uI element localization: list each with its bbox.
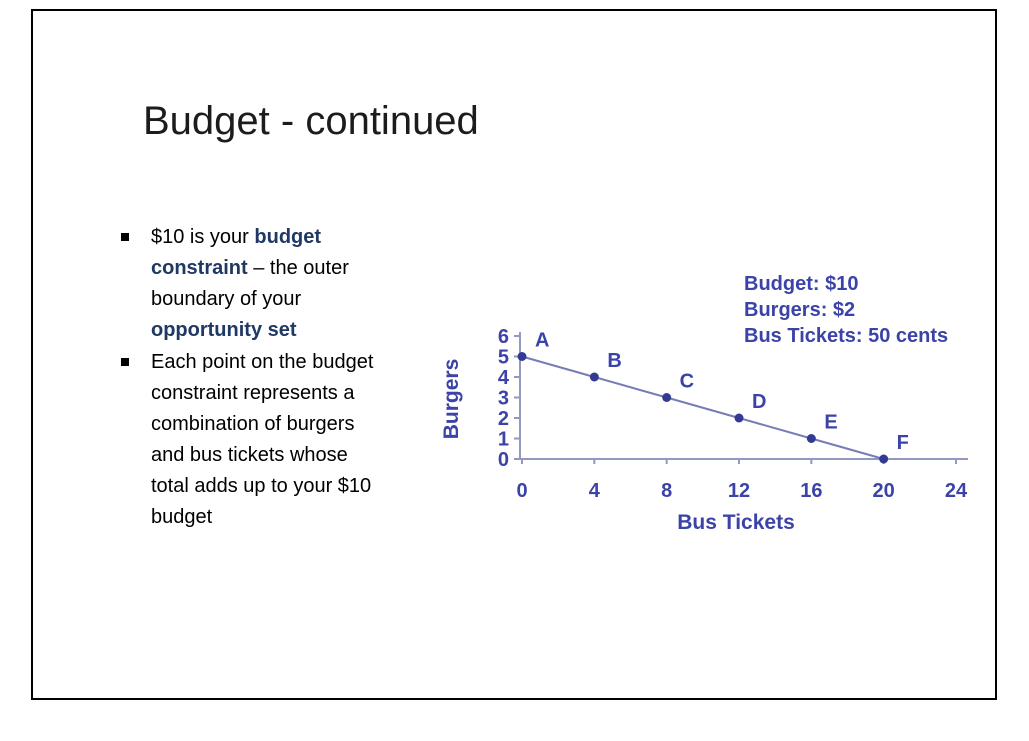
point-label: F — [897, 432, 909, 454]
point-label: D — [752, 391, 766, 413]
data-point — [806, 434, 816, 443]
data-point — [589, 372, 599, 382]
chart-svg: Budget: $10 Burgers: $2 Bus Tickets: 50 ce… — [440, 273, 968, 534]
slide-title: Budget - continued — [143, 99, 479, 143]
bullet-marker — [121, 358, 129, 366]
chart-annotation: Burgers: $2 — [744, 299, 855, 321]
point-label: E — [824, 412, 837, 434]
data-point — [662, 393, 672, 402]
bullet-text: $10 is your budget constraint – the oute… — [151, 222, 386, 346]
y-tick-label: 5 — [498, 347, 509, 369]
y-tick-label: 6 — [498, 326, 509, 348]
x-axis-title: Bus Tickets — [677, 511, 795, 534]
bullet-text: Each point on the budget constraint repr… — [151, 347, 386, 533]
x-tick-label: 4 — [589, 480, 601, 502]
chart-annotation: Bus Tickets: 50 cents — [744, 325, 948, 347]
chart-annotation: Budget: $10 — [744, 273, 858, 295]
x-tick-label: 0 — [516, 480, 527, 502]
x-tick-label: 16 — [800, 480, 822, 502]
budget-constraint-chart: Budget: $10 Burgers: $2 Bus Tickets: 50 ce… — [436, 259, 1011, 559]
data-point — [734, 413, 744, 423]
bullet-segment: $10 is your — [151, 226, 255, 248]
bullet-segment-bold: budget constraint — [151, 226, 322, 279]
y-tick-label: 4 — [498, 367, 510, 389]
x-tick-label: 8 — [661, 480, 672, 502]
bullet-segment: Each point on the budget constraint repr… — [151, 351, 374, 528]
y-tick-label: 2 — [498, 408, 509, 430]
x-tick-label: 24 — [945, 480, 968, 502]
y-tick-label: 1 — [498, 429, 509, 451]
y-tick-label: 3 — [498, 388, 509, 410]
y-axis-title: Burgers — [440, 359, 463, 440]
bullet-item: $10 is your budget constraint – the oute… — [121, 222, 421, 346]
x-tick-label: 20 — [873, 480, 895, 502]
bullet-segment-bold: opportunity set — [151, 319, 297, 341]
slide-frame: Budget - continued $10 is your budget co… — [31, 9, 997, 700]
point-label: C — [680, 371, 694, 393]
bullet-list: $10 is your budget constraint – the oute… — [121, 222, 421, 534]
data-point — [517, 352, 527, 361]
point-label: A — [535, 330, 549, 352]
y-tick-label: 0 — [498, 449, 509, 471]
bullet-marker — [121, 233, 129, 241]
point-label: B — [607, 350, 621, 372]
budget-line — [521, 355, 884, 460]
bullet-item: Each point on the budget constraint repr… — [121, 347, 421, 533]
bullet-segment: – the outer boundary of your — [151, 257, 349, 310]
data-point — [879, 454, 889, 464]
x-tick-label: 12 — [728, 480, 750, 502]
